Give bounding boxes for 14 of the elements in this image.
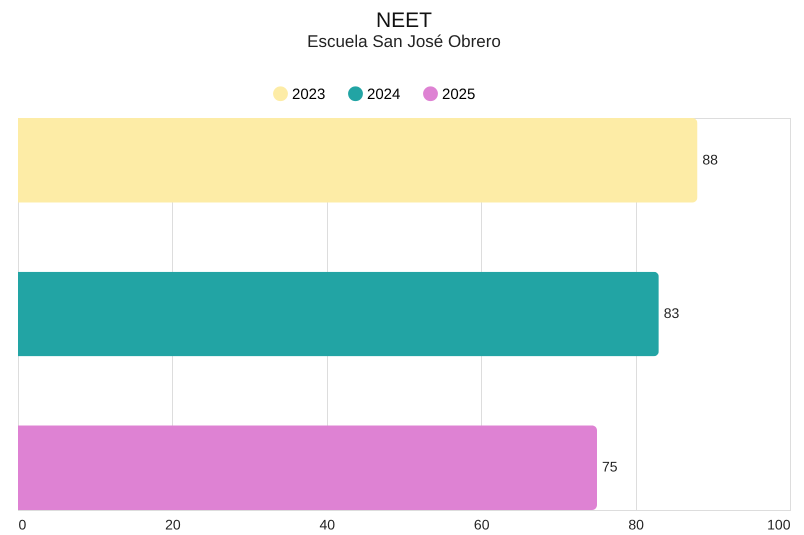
x-tick-label: 20 bbox=[165, 516, 181, 532]
legend-label: 2025 bbox=[442, 86, 476, 103]
data-label: 83 bbox=[664, 305, 680, 321]
data-label: 88 bbox=[702, 151, 718, 168]
x-tick-label: 40 bbox=[320, 516, 336, 532]
legend-label: 2024 bbox=[367, 86, 400, 103]
data-label: 75 bbox=[602, 458, 618, 475]
legend-label: 2023 bbox=[292, 86, 326, 103]
x-tick-label: 60 bbox=[474, 516, 490, 532]
chart-subtitle: Escuela San José Obrero bbox=[307, 32, 501, 51]
x-tick-label: 100 bbox=[767, 516, 791, 532]
x-tick-label: 0 bbox=[18, 516, 26, 532]
x-tick-label: 80 bbox=[628, 516, 644, 532]
chart-title: NEET bbox=[376, 9, 432, 32]
